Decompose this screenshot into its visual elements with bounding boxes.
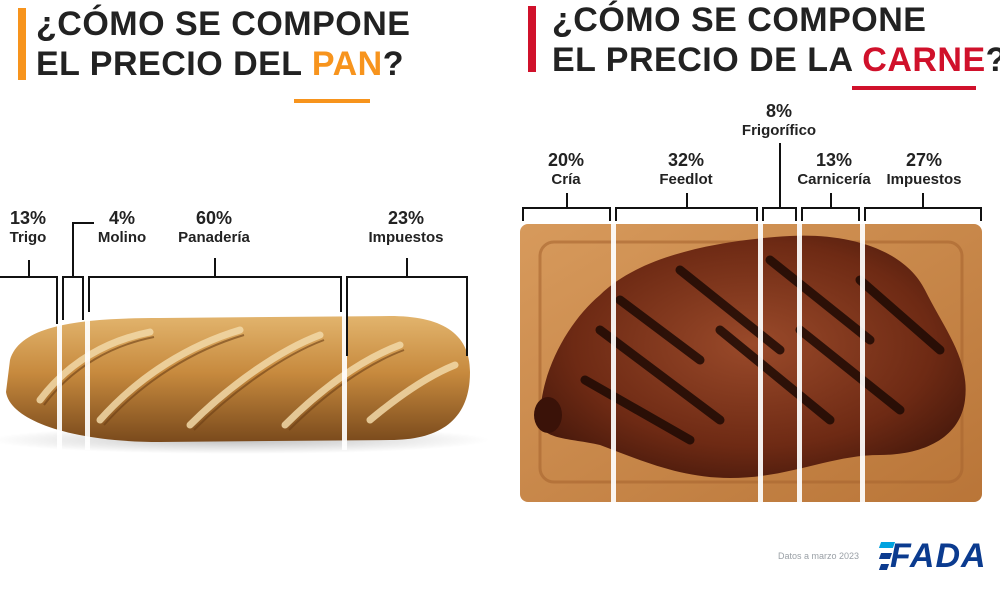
bread-pct-molino: 4% <box>108 208 136 228</box>
meat-tick-impuestos <box>922 193 924 207</box>
meat-cut-feedlot-frigorifico <box>758 218 763 520</box>
bread-title-highlight: PAN <box>311 45 383 83</box>
meat-name-frigorifico: Frigorífico <box>741 122 817 139</box>
bread-label-impuestos: 23% Impuestos <box>368 208 443 247</box>
bread-cut-panaderia-impuestos <box>342 316 347 450</box>
meat-label-feedlot: 32% Feedlot <box>659 150 712 189</box>
meat-label-impuestos: 27% Impuestos <box>886 150 961 189</box>
meat-title: ¿CÓMO SE COMPONE EL PRECIO DE LA CARNE? <box>552 0 1000 80</box>
meat-name-carniceria: Carnicería <box>797 171 871 188</box>
meat-label-carniceria: 13% Carnicería <box>797 150 870 189</box>
bread-title-line1: ¿CÓMO SE COMPONE <box>36 5 411 43</box>
meat-tick-feedlot <box>686 193 688 207</box>
data-date-note: Datos a marzo 2023 <box>778 551 860 561</box>
bread-pct-panaderia: 60% <box>195 208 233 228</box>
bread-title-suffix: ? <box>382 45 404 83</box>
bread-tick-impuestos <box>406 258 408 276</box>
meat-title-underline <box>852 86 976 90</box>
meat-label-frigorifico: 8% Frigorífico <box>742 101 816 140</box>
bread-bracket-impuestos <box>346 276 468 356</box>
bread-bracket-molino <box>62 276 84 320</box>
bread-name-panaderia: Panadería <box>178 229 250 246</box>
bread-pct-trigo: 13% <box>9 208 47 228</box>
bread-cut-trigo-molino <box>57 320 62 450</box>
bread-title-prefix: EL PRECIO DEL <box>36 45 312 83</box>
bread-bracket-trigo <box>0 276 58 324</box>
meat-pct-feedlot: 32% <box>667 150 705 170</box>
meat-title-line1: ¿CÓMO SE COMPONE <box>552 1 927 39</box>
meat-tick-frigorifico <box>779 143 781 207</box>
meat-pct-frigorifico: 8% <box>765 101 793 121</box>
bread-title-line2: EL PRECIO DEL PAN? <box>36 44 410 84</box>
bread-tick-trigo <box>28 260 30 276</box>
bread-label-panaderia: 60% Panadería <box>178 208 250 247</box>
meat-title-accent-bar <box>528 6 536 72</box>
bread-leader-molino <box>72 222 94 276</box>
meat-title-highlight: CARNE <box>862 41 986 79</box>
meat-bracket-impuestos <box>864 207 982 221</box>
meat-cut-frigorifico-carniceria <box>797 218 802 520</box>
meat-bracket-carniceria <box>801 207 860 221</box>
meat-cut-cria-feedlot <box>611 218 616 520</box>
meat-bracket-feedlot <box>615 207 758 221</box>
bread-title-underline <box>294 99 370 103</box>
bread-name-trigo: Trigo <box>9 229 47 246</box>
meat-name-impuestos: Impuestos <box>886 171 962 188</box>
meat-cut-carniceria-impuestos <box>860 218 865 520</box>
meat-bracket-frigorifico <box>762 207 797 221</box>
bread-title-accent-bar <box>18 8 26 80</box>
meat-title-prefix: EL PRECIO DE LA <box>552 41 863 79</box>
bread-name-molino: Molino <box>97 229 147 246</box>
meat-pct-cria: 20% <box>547 150 585 170</box>
bread-label-trigo: 13% Trigo <box>10 208 47 247</box>
bread-label-molino: 4% Molino <box>98 208 146 247</box>
meat-tick-carniceria <box>830 193 832 207</box>
meat-name-cria: Cría <box>551 171 581 188</box>
bread-pct-impuestos: 23% <box>387 208 425 228</box>
bread-cut-molino-panaderia <box>85 318 90 450</box>
meat-title-suffix: ? <box>986 41 1000 79</box>
meat-tick-cria <box>566 193 568 207</box>
meat-name-feedlot: Feedlot <box>659 171 713 188</box>
meat-bracket-cria <box>522 207 611 221</box>
meat-title-line2: EL PRECIO DE LA CARNE? <box>552 40 1000 80</box>
meat-pct-impuestos: 27% <box>905 150 943 170</box>
meat-pct-carniceria: 13% <box>815 150 853 170</box>
meat-label-cria: 20% Cría <box>548 150 584 189</box>
bread-bracket-panaderia <box>88 276 342 312</box>
bread-title: ¿CÓMO SE COMPONE EL PRECIO DEL PAN? <box>36 4 410 84</box>
fada-logo-text: FADA <box>890 537 987 575</box>
bread-name-impuestos: Impuestos <box>368 229 444 246</box>
bread-tick-panaderia <box>214 258 216 276</box>
